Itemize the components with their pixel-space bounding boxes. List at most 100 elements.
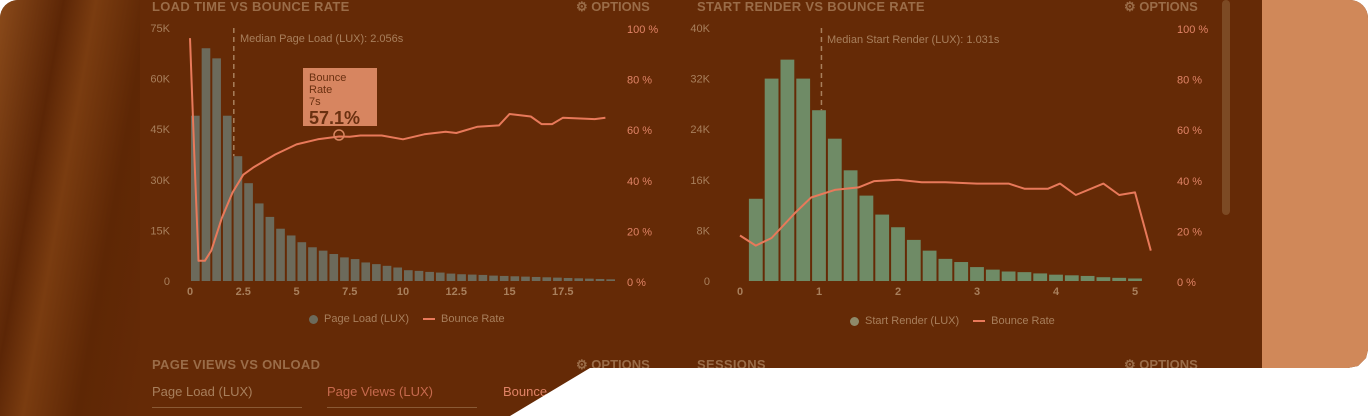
- bar[interactable]: [922, 250, 937, 281]
- bar[interactable]: [891, 227, 905, 281]
- bar[interactable]: [563, 277, 573, 281]
- bar[interactable]: [606, 279, 615, 281]
- legend-line-icon: [973, 320, 986, 322]
- tab-page-views[interactable]: Page Views (LUX): [327, 384, 477, 408]
- bar[interactable]: [350, 259, 360, 281]
- x-tick-label: 15: [503, 286, 515, 298]
- bar[interactable]: [796, 78, 811, 281]
- bar[interactable]: [764, 78, 779, 281]
- bar[interactable]: [827, 138, 842, 281]
- bar[interactable]: [276, 228, 285, 281]
- bar[interactable]: [222, 115, 232, 281]
- bar[interactable]: [254, 203, 264, 281]
- bar[interactable]: [843, 170, 858, 281]
- bar[interactable]: [1096, 277, 1111, 281]
- x-tick-label: 0: [737, 286, 743, 298]
- bar[interactable]: [906, 239, 921, 281]
- bar[interactable]: [780, 59, 795, 281]
- bar[interactable]: [585, 278, 594, 281]
- tab-bounce[interactable]: Bounce: [503, 384, 548, 399]
- y2-tick-label: 60 %: [1177, 125, 1202, 137]
- legend-item[interactable]: Start Render (LUX): [865, 315, 960, 327]
- legend-dot-icon: [309, 314, 318, 324]
- bar[interactable]: [467, 274, 477, 281]
- bar[interactable]: [286, 235, 296, 281]
- bar[interactable]: [308, 247, 317, 281]
- y2-tick-label: 80 %: [627, 75, 652, 87]
- render-chart-title: START RENDER VS BOUNCE RATE: [697, 0, 925, 14]
- bar[interactable]: [875, 214, 890, 281]
- bar[interactable]: [414, 270, 424, 281]
- bar[interactable]: [1017, 272, 1032, 281]
- bar[interactable]: [425, 271, 434, 281]
- bar[interactable]: [393, 267, 402, 281]
- x-tick-label: 0: [187, 286, 193, 298]
- render-legend: Start Render (LUX) Bounce Rate: [850, 315, 1055, 327]
- legend-item[interactable]: Page Load (LUX): [324, 313, 409, 325]
- sessions-options-button[interactable]: ⚙ OPTIONS: [1124, 357, 1198, 372]
- bar[interactable]: [510, 276, 520, 281]
- bar[interactable]: [265, 216, 275, 281]
- bar[interactable]: [553, 277, 562, 281]
- bar[interactable]: [1064, 275, 1079, 281]
- bar[interactable]: [435, 272, 445, 281]
- x-tick-label: 5: [1132, 286, 1138, 298]
- bar[interactable]: [748, 198, 763, 281]
- bar[interactable]: [542, 277, 552, 281]
- bar[interactable]: [361, 262, 371, 281]
- y2-tick-label: 0 %: [1177, 277, 1196, 289]
- bar[interactable]: [985, 269, 1000, 281]
- tab-page-load[interactable]: Page Load (LUX): [152, 384, 302, 408]
- bar[interactable]: [457, 274, 466, 281]
- legend-dot-icon: [850, 316, 859, 326]
- bar[interactable]: [954, 262, 969, 281]
- bar[interactable]: [382, 265, 392, 281]
- y-tick-label: 45K: [150, 124, 170, 136]
- bar[interactable]: [329, 254, 339, 281]
- bar[interactable]: [318, 250, 328, 281]
- y-tick-label: 30K: [150, 175, 170, 187]
- bar[interactable]: [340, 257, 349, 281]
- bar[interactable]: [574, 278, 584, 281]
- bar[interactable]: [233, 156, 243, 281]
- y2-tick-label: 20 %: [1177, 226, 1202, 238]
- bar[interactable]: [244, 183, 253, 281]
- bar[interactable]: [297, 242, 307, 281]
- bar[interactable]: [521, 276, 530, 281]
- bar[interactable]: [372, 264, 381, 281]
- y2-tick-label: 100 %: [1177, 24, 1208, 36]
- bar[interactable]: [938, 258, 953, 281]
- load-options-button[interactable]: ⚙ OPTIONS: [576, 0, 650, 14]
- bounce-rate-line: [189, 38, 606, 262]
- bar[interactable]: [446, 273, 456, 281]
- bar[interactable]: [970, 267, 984, 281]
- bar[interactable]: [595, 278, 605, 281]
- scrollbar[interactable]: [1222, 0, 1230, 215]
- bar[interactable]: [212, 58, 221, 281]
- bar[interactable]: [1112, 277, 1127, 281]
- y-tick-label: 0: [164, 276, 170, 288]
- y-tick-label: 75K: [150, 23, 170, 35]
- bar[interactable]: [489, 275, 498, 281]
- legend-item[interactable]: Bounce Rate: [991, 315, 1055, 327]
- x-tick-label: 10: [397, 286, 409, 298]
- bar[interactable]: [201, 48, 211, 281]
- bar[interactable]: [1049, 274, 1063, 281]
- bar[interactable]: [1033, 273, 1048, 281]
- bar[interactable]: [1001, 271, 1016, 281]
- pageviews-title: PAGE VIEWS VS ONLOAD: [152, 357, 321, 372]
- gear-icon: ⚙: [1124, 357, 1140, 372]
- bar[interactable]: [531, 276, 541, 281]
- bar[interactable]: [404, 270, 413, 281]
- pageviews-options-button[interactable]: ⚙ OPTIONS: [576, 357, 650, 372]
- bar[interactable]: [478, 274, 488, 281]
- bar[interactable]: [1080, 275, 1095, 281]
- x-tick-label: 1: [816, 286, 822, 298]
- bar[interactable]: [1128, 278, 1142, 281]
- legend-item[interactable]: Bounce Rate: [441, 313, 505, 325]
- gear-icon: ⚙: [1124, 0, 1140, 14]
- x-tick-label: 7.5: [342, 286, 357, 298]
- bar[interactable]: [859, 195, 874, 281]
- bar[interactable]: [499, 275, 509, 281]
- render-options-button[interactable]: ⚙ OPTIONS: [1124, 0, 1198, 14]
